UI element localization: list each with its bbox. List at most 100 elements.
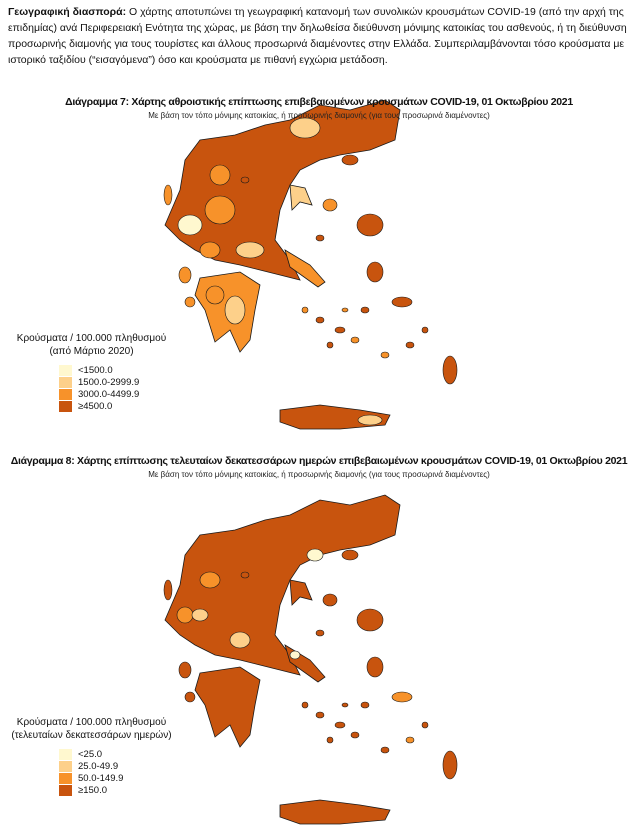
island [421, 326, 429, 334]
regional-unit [205, 285, 225, 305]
legend-item: 1500.0-2999.9 [59, 376, 179, 388]
regional-unit [306, 548, 324, 562]
legend-item: ≥4500.0 [59, 400, 179, 412]
island [301, 306, 309, 314]
legend-subtitle: (τελευταίων δεκατεσσάρων ημερών) [11, 730, 172, 741]
regional-unit [204, 195, 236, 225]
map1-title: Διάγραμμα 7: Χάρτης αθροιστικής επίπτωση… [65, 96, 573, 108]
map2-choropleth [163, 494, 458, 825]
island [326, 341, 334, 349]
map1-header: Διάγραμμα 7: Χάρτης αθροιστικής επίπτωση… [4, 96, 634, 121]
map2-subtitle: Με βάση τον τόπο μόνιμης κατοικίας, ή πρ… [148, 470, 490, 479]
intro-label: Γεωγραφική διασπορά: [8, 6, 127, 18]
legend-swatch [59, 760, 72, 772]
legend-title: Κρούσματα / 100.000 πληθυσμού [16, 717, 167, 728]
legend-item: ≥150.0 [59, 784, 179, 796]
island [380, 746, 390, 754]
island [350, 731, 360, 739]
island [322, 593, 338, 607]
legend-label: 1500.0-2999.9 [78, 376, 140, 388]
legend-swatch [59, 364, 72, 376]
island [184, 691, 196, 703]
map-regions [163, 494, 458, 825]
island [315, 316, 325, 324]
regional-unit [209, 164, 231, 186]
island [341, 307, 349, 313]
legend-label: <25.0 [78, 748, 103, 760]
regional-unit [235, 241, 265, 259]
island [315, 234, 325, 242]
region-evia [284, 249, 326, 288]
regional-unit [199, 571, 221, 589]
island [356, 213, 384, 237]
region-crete [279, 799, 391, 825]
island [326, 736, 334, 744]
island [366, 261, 384, 283]
regional-unit [199, 241, 221, 259]
island [163, 184, 173, 206]
island [301, 701, 309, 709]
island [442, 750, 458, 780]
legend-label: <1500.0 [78, 364, 113, 376]
island [366, 656, 384, 678]
map2-title: Διάγραμμα 8: Χάρτης επίπτωσης τελευταίων… [10, 455, 628, 467]
island [350, 336, 360, 344]
island [442, 355, 458, 385]
island [334, 326, 346, 334]
regional-unit [224, 295, 246, 325]
island [391, 691, 413, 703]
region-chalk [289, 184, 313, 211]
island [341, 154, 359, 166]
island [356, 608, 384, 632]
island [315, 711, 325, 719]
island [178, 661, 192, 679]
island [322, 198, 338, 212]
legend-item: 25.0-49.9 [59, 760, 179, 772]
regional-unit [177, 214, 203, 236]
legend-label: 50.0-149.9 [78, 772, 124, 784]
island [240, 571, 250, 579]
map1-subtitle: Με βάση τον τόπο μόνιμης κατοικίας, ή πρ… [148, 111, 490, 120]
legend-item: 3000.0-4499.9 [59, 388, 179, 400]
island [380, 351, 390, 359]
regional-unit [357, 414, 383, 426]
intro-text: Ο χάρτης αποτυπώνει τη γεωγραφική κατανο… [8, 6, 627, 66]
legend-label: ≥4500.0 [78, 400, 113, 412]
region-pelop [194, 666, 261, 748]
legend-swatch [59, 748, 72, 760]
intro-paragraph: Γεωγραφική διασπορά: Ο χάρτης αποτυπώνει… [8, 4, 632, 68]
island [163, 579, 173, 601]
regional-unit [289, 117, 321, 139]
island [360, 701, 370, 709]
legend-label: 25.0-49.9 [78, 760, 119, 772]
island [341, 702, 349, 708]
region-chalk [289, 579, 313, 606]
island [360, 306, 370, 314]
legend-item: <25.0 [59, 748, 179, 760]
island [391, 296, 413, 308]
regional-unit [191, 608, 209, 622]
region-mainland [164, 99, 401, 281]
legend-label: ≥150.0 [78, 784, 107, 796]
regional-unit [289, 650, 301, 660]
legend-label: 3000.0-4499.9 [78, 388, 140, 400]
legend-swatch [59, 376, 72, 388]
island [334, 721, 346, 729]
island [184, 296, 196, 308]
island [405, 736, 415, 744]
legend-swatch [59, 400, 72, 412]
island [178, 266, 192, 284]
island [421, 721, 429, 729]
island [341, 549, 359, 561]
legend-subtitle: (από Μάρτιο 2020) [49, 346, 134, 357]
island [405, 341, 415, 349]
map-regions [163, 99, 458, 430]
legend-swatch [59, 784, 72, 796]
map2-header: Διάγραμμα 8: Χάρτης επίπτωσης τελευταίων… [4, 455, 634, 480]
legend-swatch [59, 388, 72, 400]
legend-swatch [59, 772, 72, 784]
legend-item: <1500.0 [59, 364, 179, 376]
map1-choropleth [163, 99, 458, 430]
regional-unit [229, 631, 251, 649]
